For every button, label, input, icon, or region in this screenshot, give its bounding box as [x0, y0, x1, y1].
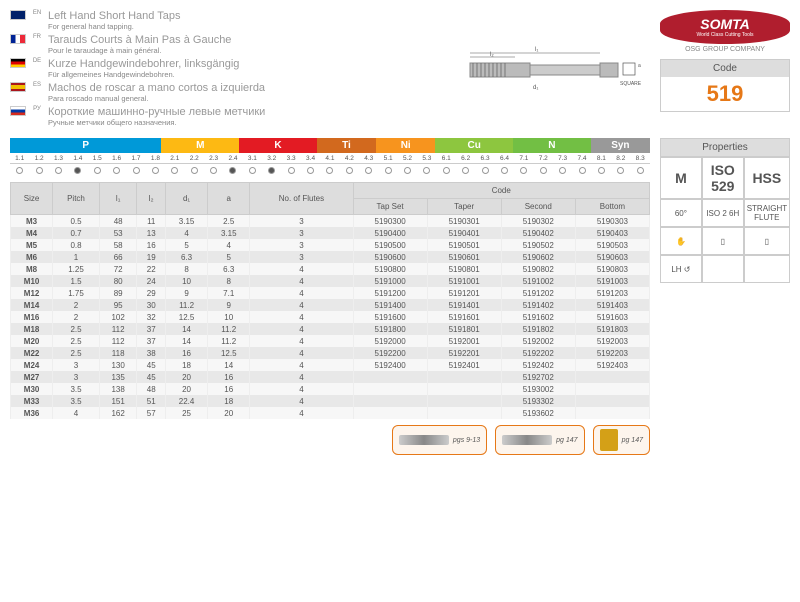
- table-row: M101.58024108451910005191001519100251910…: [11, 275, 650, 287]
- property-cell: M: [660, 157, 702, 199]
- property-cell: 60°: [660, 199, 702, 227]
- table-row: M222.5118381612.545192200519220151922025…: [11, 347, 650, 359]
- table-row: M36416257252045193602: [11, 407, 650, 419]
- somta-logo: SOMTA World Class Cutting Tools: [660, 10, 790, 44]
- table-row: M27313545201645192702: [11, 371, 650, 383]
- osg-label: OSG GROUP COMPANY: [660, 46, 790, 53]
- property-cell: [744, 255, 790, 283]
- svg-text:l₁: l₁: [535, 47, 538, 53]
- table-row: M142953011.29451914005191401519140251914…: [11, 299, 650, 311]
- svg-text:a: a: [638, 63, 641, 69]
- table-row: M333.51515122.41845193302: [11, 395, 650, 407]
- table-row: M30.548113.152.5351903005190301519030251…: [11, 215, 650, 228]
- lang-ru: РУКороткие машинно-ручные левые метчикиР…: [10, 106, 450, 127]
- property-cell: ▯: [744, 227, 790, 255]
- property-cell: HSS: [744, 157, 790, 199]
- table-row: M40.7531343.1535190400519040151904025190…: [11, 227, 650, 239]
- table-row: M202.5112371411.245192000519200151920025…: [11, 335, 650, 347]
- table-row: M50.858165435190500519050151905025190503: [11, 239, 650, 251]
- tap-diagram: l₁ l₂ d₁ a SQUARE: [465, 45, 645, 95]
- properties-panel: Properties MISO 529HSS60°ISO 2 6HSTRAIGH…: [660, 138, 790, 455]
- table-row: M1621023212.5104519160051916015191602519…: [11, 311, 650, 323]
- property-cell: LH ↺: [660, 255, 702, 283]
- property-cell: ✋: [660, 227, 702, 255]
- table-row: M81.25722286.345190800519080151908025190…: [11, 263, 650, 275]
- material-groups: PMKTiNiCuNSyn: [10, 138, 650, 153]
- page-refs: pgs 9-13 pg 147 pg 147: [10, 425, 650, 455]
- table-row: M182.5112371411.245191800519180151918025…: [11, 323, 650, 335]
- page-ref: pgs 9-13: [392, 425, 487, 455]
- table-row: M303.513848201645193002: [11, 383, 650, 395]
- spec-table: SizePitchl₁l₂d₁aNo. of FlutesCode Tap Se…: [10, 182, 650, 419]
- property-cell: ISO 529: [702, 157, 744, 199]
- table-row: M6166196.3535190600519060151906025190603: [11, 251, 650, 263]
- lang-fr: FRTarauds Courts à Main Pas à GauchePour…: [10, 34, 450, 55]
- table-row: M121.75892997.14519120051912015191202519…: [11, 287, 650, 299]
- svg-text:d₁: d₁: [533, 85, 538, 91]
- code-box: Code 519: [660, 59, 790, 112]
- page-ref: pg 147: [593, 425, 650, 455]
- page-ref: pg 147: [495, 425, 584, 455]
- svg-text:SQUARE: SQUARE: [620, 81, 642, 87]
- lang-es: ESMachos de roscar a mano cortos a izqui…: [10, 82, 450, 103]
- lang-en: ENLeft Hand Short Hand TapsFor general h…: [10, 10, 450, 31]
- lang-de: DEKurze Handgewindebohrer, linksgängigFü…: [10, 58, 450, 79]
- property-cell: ▯: [702, 227, 744, 255]
- table-row: M243130451814451924005192401519240251924…: [11, 359, 650, 371]
- property-cell: STRAIGHT FLUTE: [744, 199, 790, 227]
- property-cell: ISO 2 6H: [702, 199, 744, 227]
- property-cell: [702, 255, 744, 283]
